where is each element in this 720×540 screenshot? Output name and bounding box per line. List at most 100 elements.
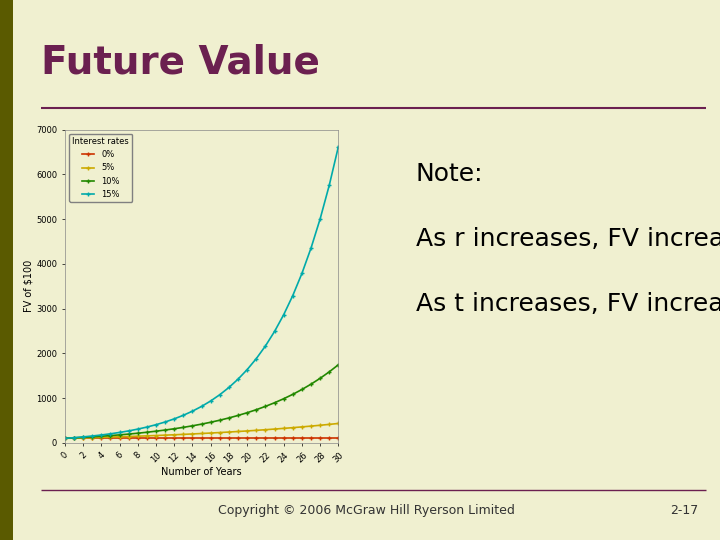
10% bbox=[297, 386, 306, 393]
0% bbox=[316, 435, 325, 442]
10% bbox=[234, 412, 243, 418]
15% bbox=[261, 343, 270, 349]
5% bbox=[60, 435, 69, 442]
10% bbox=[270, 400, 279, 406]
10% bbox=[97, 433, 106, 440]
10% bbox=[78, 434, 87, 441]
0% bbox=[70, 435, 78, 442]
15% bbox=[188, 408, 197, 414]
0% bbox=[143, 435, 151, 442]
0% bbox=[197, 435, 206, 442]
0% bbox=[106, 435, 114, 442]
Text: As r increases, FV increases: As r increases, FV increases bbox=[416, 227, 720, 251]
5% bbox=[207, 430, 215, 436]
15% bbox=[60, 435, 69, 442]
5% bbox=[316, 422, 325, 429]
15% bbox=[279, 312, 288, 318]
10% bbox=[133, 430, 142, 436]
0% bbox=[161, 435, 169, 442]
5% bbox=[88, 434, 96, 441]
10% bbox=[152, 428, 161, 435]
5% bbox=[133, 433, 142, 440]
Line: 15%: 15% bbox=[63, 145, 341, 441]
Line: 0%: 0% bbox=[63, 436, 341, 441]
10% bbox=[316, 375, 325, 382]
5% bbox=[179, 431, 188, 437]
Line: 10%: 10% bbox=[63, 363, 341, 441]
10% bbox=[197, 421, 206, 427]
0% bbox=[170, 435, 179, 442]
5% bbox=[307, 423, 315, 429]
10% bbox=[279, 395, 288, 402]
0% bbox=[215, 435, 224, 442]
15% bbox=[215, 392, 224, 398]
15% bbox=[179, 412, 188, 418]
0% bbox=[78, 435, 87, 442]
5% bbox=[270, 426, 279, 433]
15% bbox=[243, 366, 251, 373]
15% bbox=[88, 433, 96, 439]
0% bbox=[179, 435, 188, 442]
5% bbox=[215, 429, 224, 436]
5% bbox=[197, 430, 206, 437]
5% bbox=[279, 425, 288, 431]
10% bbox=[261, 403, 270, 410]
0% bbox=[279, 435, 288, 442]
15% bbox=[334, 143, 343, 150]
10% bbox=[188, 423, 197, 429]
5% bbox=[261, 427, 270, 433]
0% bbox=[115, 435, 124, 442]
Text: Future Value: Future Value bbox=[41, 43, 320, 81]
5% bbox=[334, 420, 343, 427]
15% bbox=[297, 270, 306, 276]
15% bbox=[325, 182, 333, 188]
0% bbox=[97, 435, 106, 442]
15% bbox=[252, 355, 261, 362]
0% bbox=[234, 435, 243, 442]
10% bbox=[161, 427, 169, 433]
5% bbox=[188, 431, 197, 437]
5% bbox=[143, 433, 151, 439]
Text: Note:: Note: bbox=[416, 162, 483, 186]
15% bbox=[170, 416, 179, 422]
5% bbox=[161, 432, 169, 438]
Legend: 0%, 5%, 10%, 15%: 0%, 5%, 10%, 15% bbox=[69, 134, 132, 202]
15% bbox=[97, 432, 106, 438]
0% bbox=[270, 435, 279, 442]
15% bbox=[270, 328, 279, 335]
5% bbox=[252, 427, 261, 434]
5% bbox=[170, 431, 179, 438]
5% bbox=[115, 434, 124, 440]
10% bbox=[143, 429, 151, 435]
0% bbox=[325, 435, 333, 442]
5% bbox=[152, 433, 161, 439]
15% bbox=[289, 292, 297, 299]
15% bbox=[70, 434, 78, 441]
10% bbox=[179, 424, 188, 430]
0% bbox=[125, 435, 133, 442]
0% bbox=[252, 435, 261, 442]
15% bbox=[234, 376, 243, 382]
15% bbox=[125, 428, 133, 434]
0% bbox=[133, 435, 142, 442]
0% bbox=[307, 435, 315, 442]
5% bbox=[225, 429, 233, 435]
10% bbox=[115, 431, 124, 438]
Text: Copyright © 2006 McGraw Hill Ryerson Limited: Copyright © 2006 McGraw Hill Ryerson Lim… bbox=[218, 504, 515, 517]
10% bbox=[225, 415, 233, 421]
10% bbox=[252, 407, 261, 413]
0% bbox=[225, 435, 233, 442]
5% bbox=[70, 435, 78, 441]
0% bbox=[60, 435, 69, 442]
15% bbox=[225, 384, 233, 390]
Text: 2-17: 2-17 bbox=[670, 504, 699, 517]
15% bbox=[78, 434, 87, 440]
0% bbox=[289, 435, 297, 442]
5% bbox=[243, 428, 251, 434]
15% bbox=[307, 245, 315, 251]
0% bbox=[334, 435, 343, 442]
0% bbox=[188, 435, 197, 442]
10% bbox=[307, 381, 315, 387]
0% bbox=[297, 435, 306, 442]
5% bbox=[78, 435, 87, 441]
